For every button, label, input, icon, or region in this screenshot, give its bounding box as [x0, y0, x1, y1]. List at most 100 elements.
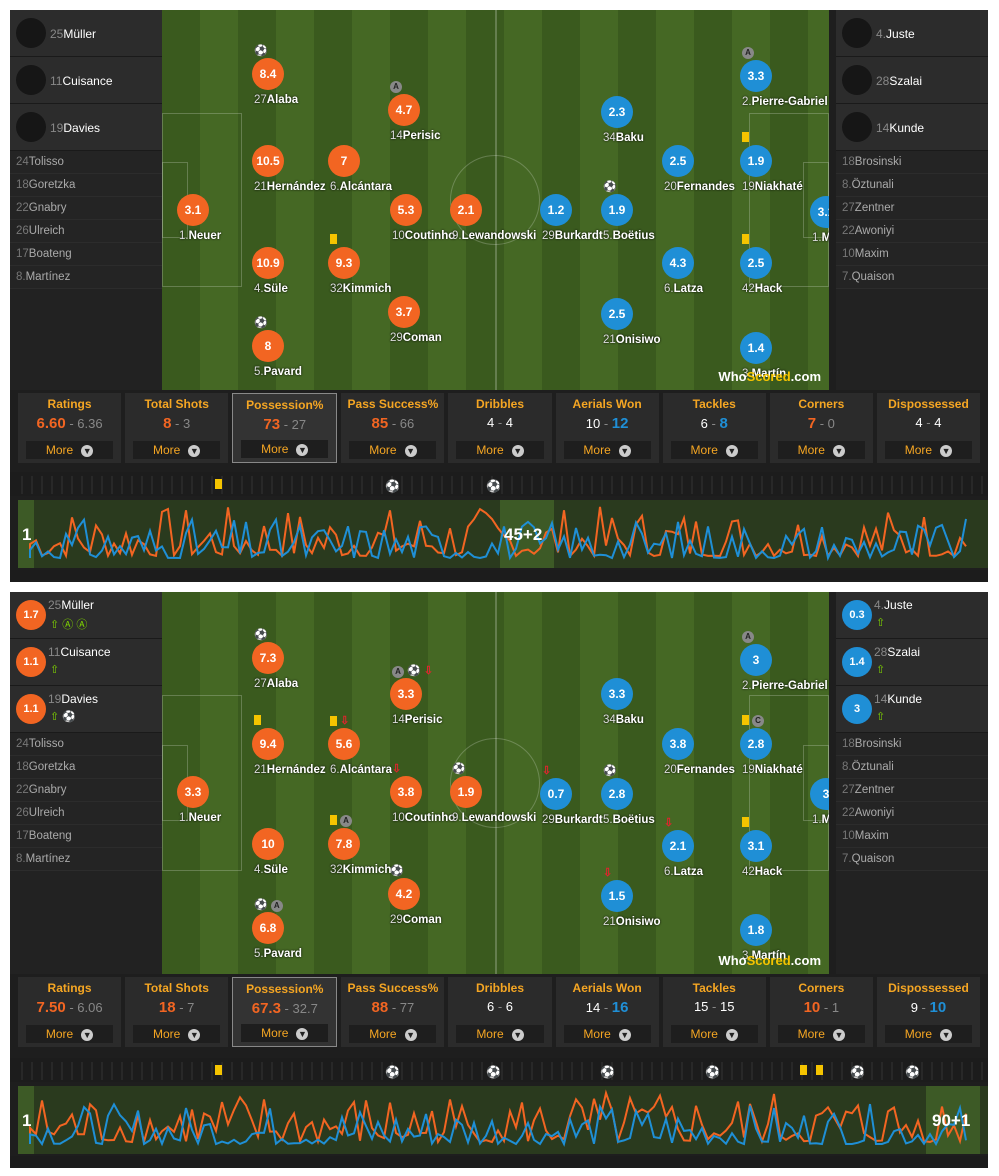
player-marker[interactable]: 3 2.Pierre-Gabriel A	[740, 631, 828, 692]
player-marker[interactable]: 3.1 42Hack	[740, 817, 782, 878]
player-marker[interactable]: 4.3 6.Latza	[662, 247, 703, 295]
player-marker[interactable]: 5.6 6.Alcántara ⇩	[328, 715, 392, 776]
more-button[interactable]: More ▼	[133, 1025, 221, 1043]
sub-player-row[interactable]: 3 ⇧ 14Kunde	[836, 686, 988, 733]
sub-player-row[interactable]: 11Cuisance	[10, 57, 162, 104]
player-marker[interactable]: 3.8 20Fernandes	[662, 728, 735, 776]
stat-box[interactable]: Possession% 73 - 27 More ▼	[232, 393, 338, 463]
player-marker[interactable]: 3.8 10Coutinho ⇩	[390, 763, 455, 824]
player-marker[interactable]: 9.4 21Hernández	[252, 715, 326, 776]
player-marker[interactable]: 5.3 10Coutinho	[390, 194, 455, 242]
player-marker[interactable]: 3.3 2.Pierre-Gabriel A	[740, 47, 828, 108]
more-button[interactable]: More ▼	[563, 1025, 651, 1043]
player-marker[interactable]: 3 1.Müller	[810, 778, 829, 826]
player-marker[interactable]: 2.3 34Baku	[601, 96, 644, 144]
sub-player-row[interactable]: 1.1 ⇧ 11Cuisance	[10, 639, 162, 686]
more-button[interactable]: More ▼	[884, 1025, 972, 1043]
more-button[interactable]: More ▼	[349, 1025, 437, 1043]
stat-box[interactable]: Dispossessed 9 - 10 More ▼	[876, 977, 980, 1047]
unused-sub-row[interactable]: 17Boateng	[10, 825, 162, 848]
unused-sub-row[interactable]: 10Maxim	[836, 243, 988, 266]
unused-sub-row[interactable]: 27Zentner	[836, 779, 988, 802]
unused-sub-row[interactable]: 24Tolisso	[10, 151, 162, 174]
more-button[interactable]: More ▼	[241, 440, 329, 458]
player-marker[interactable]: 2.8 19Niakhaté C	[740, 715, 803, 776]
player-marker[interactable]: 10.9 4.Süle	[252, 247, 288, 295]
stat-box[interactable]: Dribbles 6 - 6 More ▼	[448, 977, 552, 1047]
player-marker[interactable]: 3.3 14Perisic A ⚽ ⇩	[390, 665, 443, 726]
player-marker[interactable]: 2.5 20Fernandes	[662, 145, 735, 193]
player-marker[interactable]: 9.3 32Kimmich	[328, 234, 391, 295]
player-marker[interactable]: 10 4.Süle	[252, 828, 288, 876]
unused-sub-row[interactable]: 17Boateng	[10, 243, 162, 266]
more-button[interactable]: More ▼	[884, 441, 972, 459]
player-marker[interactable]: 3.1 1.Müller	[810, 196, 829, 244]
more-button[interactable]: More ▼	[670, 441, 758, 459]
player-marker[interactable]: 6.8 5.Pavard ⚽ A	[252, 899, 302, 960]
player-marker[interactable]: 1.4 3.Martín	[740, 332, 786, 380]
unused-sub-row[interactable]: 7.Quaison	[836, 848, 988, 871]
unused-sub-row[interactable]: 22Awoniyi	[836, 220, 988, 243]
more-button[interactable]: More ▼	[456, 441, 544, 459]
stat-box[interactable]: Corners 10 - 1 More ▼	[769, 977, 873, 1047]
sub-player-row[interactable]: 1.4 ⇧ 28Szalai	[836, 639, 988, 686]
sub-player-row[interactable]: 0.3 ⇧ 4.Juste	[836, 592, 988, 639]
player-marker[interactable]: 4.2 29Coman ⚽	[388, 865, 442, 926]
player-marker[interactable]: 7.3 27Alaba ⚽	[252, 629, 298, 690]
player-marker[interactable]: 4.7 14Perisic A	[388, 81, 441, 142]
sub-player-row[interactable]: 19Davies	[10, 104, 162, 151]
stat-box[interactable]: Total Shots 8 - 3 More ▼	[125, 393, 229, 463]
stat-box[interactable]: Ratings 6.60 - 6.36 More ▼	[18, 393, 122, 463]
more-button[interactable]: More ▼	[241, 1024, 329, 1042]
player-marker[interactable]: 3.7 29Coman	[388, 296, 442, 344]
more-button[interactable]: More ▼	[563, 441, 651, 459]
sub-player-row[interactable]: 14Kunde	[836, 104, 988, 151]
player-marker[interactable]: 2.1 9.Lewandowski	[450, 194, 536, 242]
unused-sub-row[interactable]: 26Ulreich	[10, 220, 162, 243]
player-marker[interactable]: 1.9 19Niakhaté	[740, 132, 803, 193]
player-marker[interactable]: 7.8 32Kimmich A	[328, 815, 391, 876]
player-marker[interactable]: 1.9 9.Lewandowski ⚽	[450, 763, 536, 824]
sub-player-row[interactable]: 28Szalai	[836, 57, 988, 104]
player-marker[interactable]: 1.5 21Onisiwo ⇩	[601, 867, 661, 928]
more-button[interactable]: More ▼	[777, 441, 865, 459]
stat-box[interactable]: Total Shots 18 - 7 More ▼	[125, 977, 229, 1047]
player-marker[interactable]: 1.8 3.Martín	[740, 914, 786, 962]
stat-box[interactable]: Corners 7 - 0 More ▼	[769, 393, 873, 463]
more-button[interactable]: More ▼	[670, 1025, 758, 1043]
stat-box[interactable]: Tackles 15 - 15 More ▼	[662, 977, 766, 1047]
player-marker[interactable]: 3.3 34Baku	[601, 678, 644, 726]
sub-player-row[interactable]: 1.7 ⇧ Ⓐ Ⓐ 25Müller	[10, 592, 162, 639]
stat-box[interactable]: Aerials Won 10 - 12 More ▼	[555, 393, 659, 463]
player-marker[interactable]: 2.5 21Onisiwo	[601, 298, 661, 346]
unused-sub-row[interactable]: 7.Quaison	[836, 266, 988, 289]
more-button[interactable]: More ▼	[456, 1025, 544, 1043]
more-button[interactable]: More ▼	[349, 441, 437, 459]
player-marker[interactable]: 3.3 1.Neuer	[177, 776, 221, 824]
unused-sub-row[interactable]: 8.Martínez	[10, 266, 162, 289]
unused-sub-row[interactable]: 26Ulreich	[10, 802, 162, 825]
stat-box[interactable]: Pass Success% 85 - 66 More ▼	[341, 393, 445, 463]
unused-sub-row[interactable]: 18Goretzka	[10, 756, 162, 779]
more-button[interactable]: More ▼	[26, 441, 114, 459]
player-marker[interactable]: 3.1 1.Neuer	[177, 194, 221, 242]
stat-box[interactable]: Ratings 7.50 - 6.06 More ▼	[18, 977, 122, 1047]
more-button[interactable]: More ▼	[777, 1025, 865, 1043]
stat-box[interactable]: Dribbles 4 - 4 More ▼	[448, 393, 552, 463]
more-button[interactable]: More ▼	[133, 441, 221, 459]
player-marker[interactable]: 1.9 5.Boëtius ⚽	[601, 181, 655, 242]
stat-box[interactable]: Pass Success% 88 - 77 More ▼	[341, 977, 445, 1047]
sub-player-row[interactable]: 4.Juste	[836, 10, 988, 57]
player-marker[interactable]: 0.7 29Burkardt ⇩	[540, 765, 603, 826]
player-marker[interactable]: 8 5.Pavard ⚽	[252, 317, 302, 378]
player-marker[interactable]: 2.8 5.Boëtius ⚽	[601, 765, 655, 826]
stat-box[interactable]: Possession% 67.3 - 32.7 More ▼	[232, 977, 338, 1047]
player-marker[interactable]: 2.1 6.Latza ⇩	[662, 817, 703, 878]
player-marker[interactable]: 2.5 42Hack	[740, 234, 782, 295]
unused-sub-row[interactable]: 22Awoniyi	[836, 802, 988, 825]
player-marker[interactable]: 10.5 21Hernández	[252, 145, 326, 193]
stat-box[interactable]: Tackles 6 - 8 More ▼	[662, 393, 766, 463]
unused-sub-row[interactable]: 8.Öztunali	[836, 756, 988, 779]
unused-sub-row[interactable]: 8.Öztunali	[836, 174, 988, 197]
unused-sub-row[interactable]: 18Goretzka	[10, 174, 162, 197]
